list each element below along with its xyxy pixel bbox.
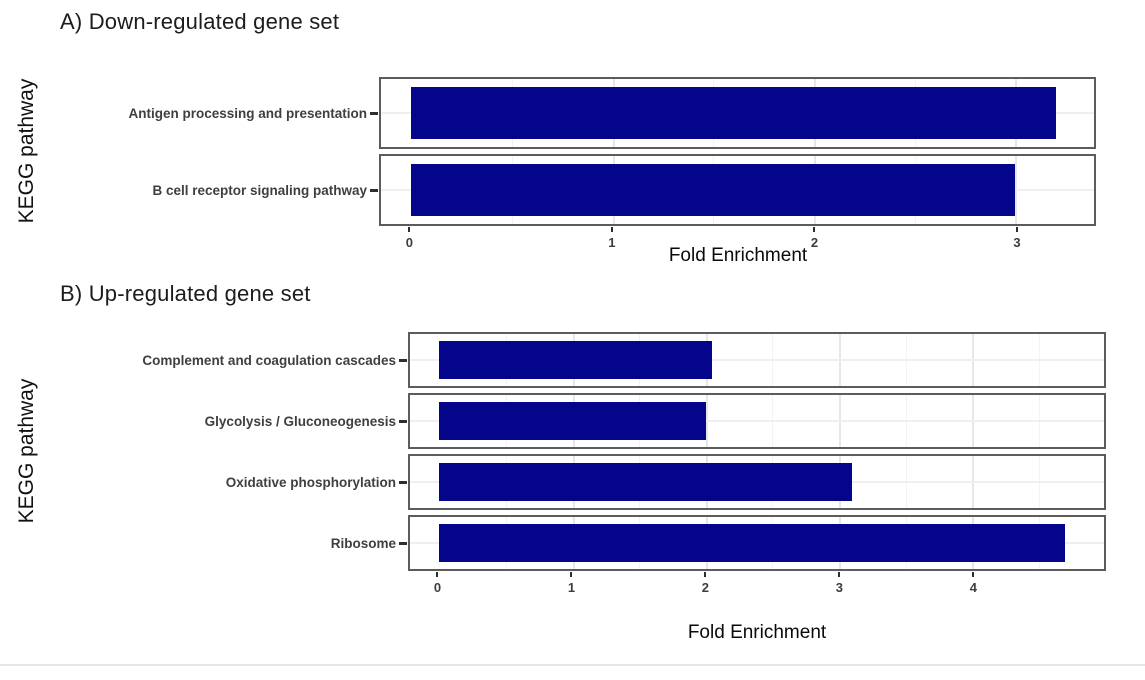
gridline-horizontal bbox=[410, 420, 1104, 422]
bar-1 bbox=[439, 341, 713, 379]
facet-panel bbox=[379, 154, 1096, 226]
x-axis-tick-label: 0 bbox=[405, 235, 413, 250]
facet-panel bbox=[408, 332, 1106, 388]
facet-panel bbox=[408, 393, 1106, 449]
gridline-horizontal bbox=[410, 359, 1104, 361]
x-axis-tick bbox=[813, 227, 816, 232]
facet-panel bbox=[408, 515, 1106, 571]
facet-panel bbox=[379, 77, 1096, 149]
category-label: Antigen processing and presentation bbox=[128, 105, 367, 121]
x-axis-tick-label: 2 bbox=[701, 580, 710, 595]
chart-b-title: B) Up-regulated gene set bbox=[60, 281, 311, 306]
category-label: Ribosome bbox=[330, 535, 396, 551]
chart-a-x-axis-label: Fold Enrichment bbox=[668, 245, 808, 266]
y-axis-tick bbox=[370, 111, 378, 115]
category-label: B cell receptor signaling pathway bbox=[152, 182, 367, 198]
bar-2 bbox=[439, 402, 706, 440]
bar-1 bbox=[411, 87, 1056, 139]
category-label: Complement and coagulation cascades bbox=[142, 352, 396, 368]
facet-panel bbox=[408, 454, 1106, 510]
y-axis-tick bbox=[399, 480, 407, 484]
x-axis-tick-label: 3 bbox=[1013, 235, 1021, 250]
x-axis-tick-label: 1 bbox=[608, 235, 616, 250]
y-axis-tick bbox=[399, 358, 407, 362]
chart-b-x-axis-label: Fold Enrichment bbox=[687, 622, 827, 643]
y-axis-tick bbox=[370, 188, 378, 192]
x-axis-tick-label: 0 bbox=[433, 580, 442, 595]
x-axis-tick-label: 2 bbox=[810, 235, 819, 250]
x-axis-tick bbox=[1016, 227, 1018, 232]
x-axis-tick-label: 4 bbox=[969, 580, 977, 595]
x-axis-tick bbox=[570, 572, 573, 577]
x-axis-tick bbox=[408, 227, 411, 232]
y-axis-tick bbox=[399, 541, 407, 545]
bottom-divider bbox=[0, 664, 1145, 666]
chart-a-title: A) Down-regulated gene set bbox=[60, 9, 340, 34]
category-label: Glycolysis / Gluconeogenesis bbox=[204, 413, 396, 429]
y-axis-tick bbox=[399, 419, 407, 423]
x-axis-tick bbox=[610, 227, 613, 232]
bar-3 bbox=[439, 463, 853, 501]
x-axis-tick bbox=[436, 572, 439, 577]
bar-2 bbox=[411, 164, 1016, 216]
x-axis-tick bbox=[704, 572, 707, 577]
category-label: Oxidative phosphorylation bbox=[225, 474, 396, 490]
x-axis-tick bbox=[838, 572, 841, 577]
x-axis-tick-label: 1 bbox=[567, 580, 576, 595]
x-axis-tick-label: 3 bbox=[835, 580, 844, 595]
bar-4 bbox=[439, 524, 1066, 562]
x-axis-tick bbox=[972, 572, 975, 577]
